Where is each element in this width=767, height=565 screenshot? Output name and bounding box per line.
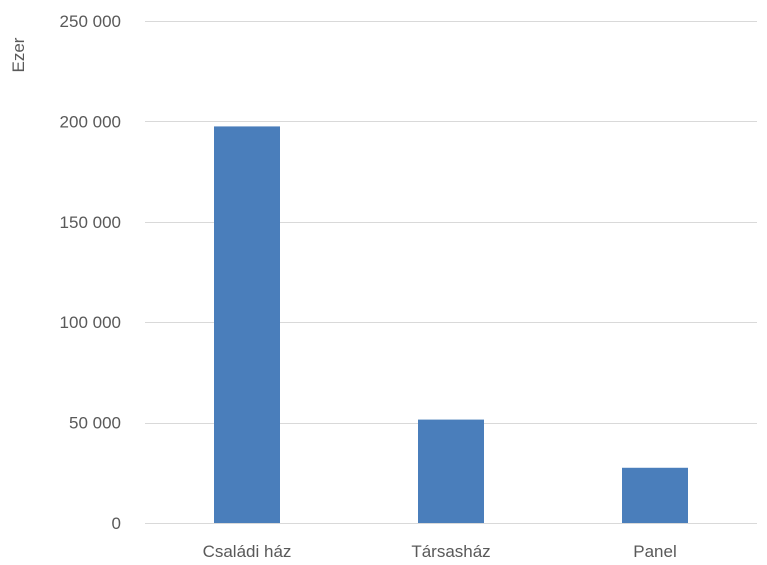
bar <box>622 467 688 523</box>
x-category-label: Társasház <box>411 542 490 561</box>
x-category-label: Panel <box>633 542 676 561</box>
y-tick-label: 0 <box>112 514 121 533</box>
y-tick-label: 50 000 <box>69 414 121 433</box>
y-axis-ticks: 0 50 000 100 000 150 000 200 000 250 000 <box>60 12 121 533</box>
y-axis-title: Ezer <box>9 37 28 72</box>
y-tick-label: 200 000 <box>60 112 121 131</box>
x-axis-categories: Családi ház Társasház Panel <box>203 542 677 561</box>
bar <box>418 419 484 523</box>
x-category-label: Családi ház <box>203 542 292 561</box>
y-tick-label: 150 000 <box>60 213 121 232</box>
y-tick-label: 250 000 <box>60 12 121 31</box>
bars <box>214 126 688 524</box>
y-tick-label: 100 000 <box>60 313 121 332</box>
bar <box>214 126 280 524</box>
